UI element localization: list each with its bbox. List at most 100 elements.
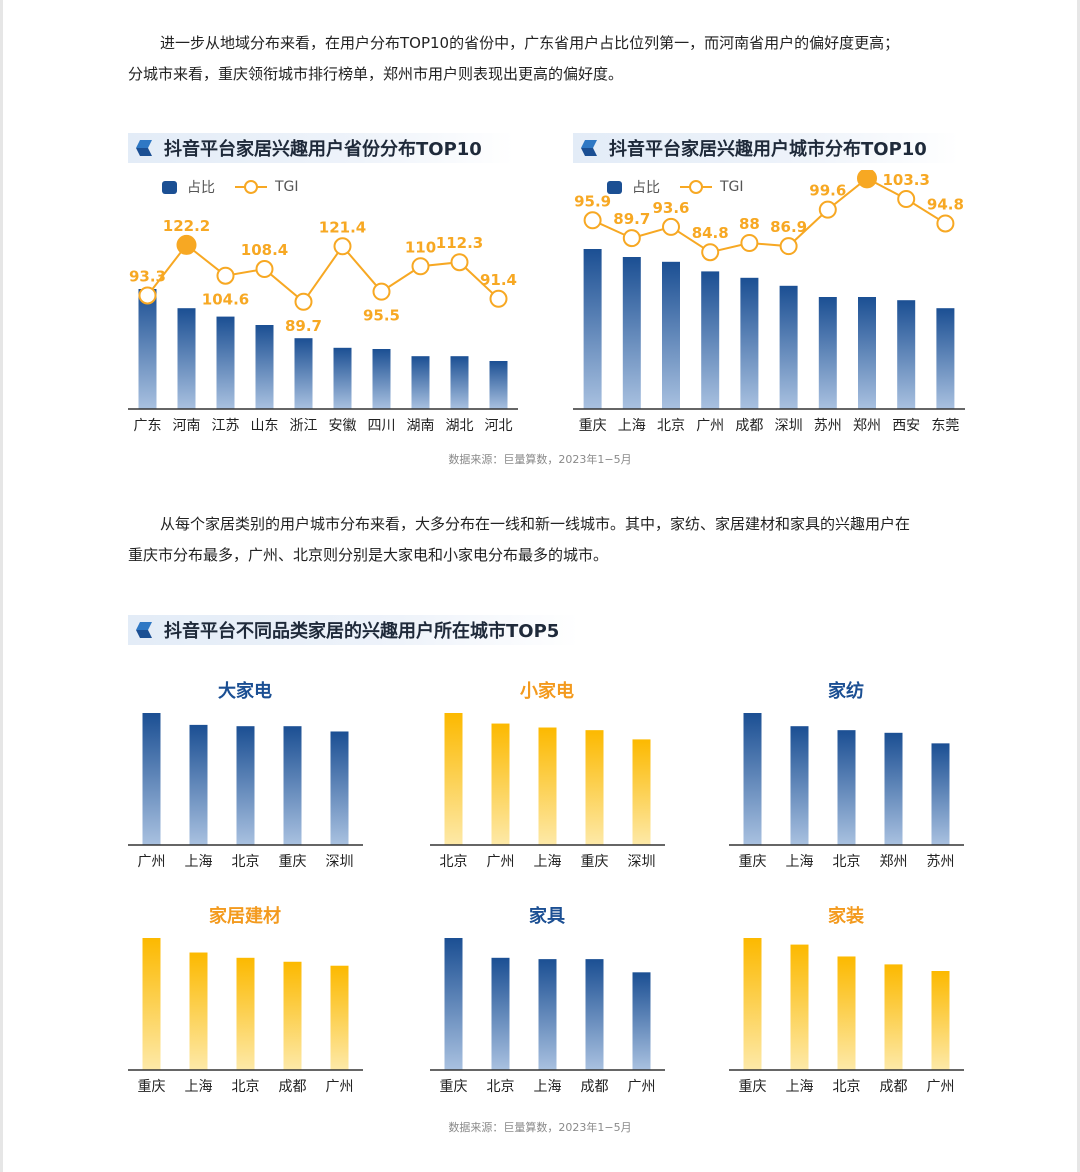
page-edge-left [0, 0, 3, 1172]
category-bar [931, 971, 950, 1070]
x-tick-label: 江苏 [212, 418, 240, 434]
category-bar [538, 959, 557, 1070]
tgi-value-label: 91.4 [480, 271, 517, 289]
tgi-point [294, 292, 313, 311]
tgi-point [583, 211, 602, 230]
x-tick-label: 四川 [368, 418, 396, 434]
x-tick-label: 湖北 [446, 418, 474, 434]
x-tick-label: 重庆 [581, 854, 609, 870]
tgi-value-label: 89.7 [285, 317, 322, 335]
legend-tgi-label: TGI [275, 179, 299, 195]
x-tick-label: 安徽 [329, 418, 357, 434]
x-tick-label: 上海 [618, 418, 646, 434]
tgi-value-label: 99.6 [809, 182, 846, 200]
share-bar [333, 347, 352, 409]
share-bar [489, 361, 508, 409]
heading-bullet-icon [581, 140, 597, 156]
category-bar [931, 743, 950, 845]
tgi-value-label: 95.5 [363, 307, 400, 325]
tgi-value-label: 112.3 [436, 234, 483, 252]
x-tick-label: 上海 [534, 1079, 562, 1095]
x-tick-label: 北京 [232, 1079, 260, 1095]
category-bar [538, 727, 557, 845]
category-bar [743, 938, 762, 1070]
tgi-point [622, 229, 641, 248]
tgi-value-label: 110 [405, 238, 436, 256]
tgi-value-label: 86.9 [770, 218, 807, 236]
x-tick-label: 广州 [927, 1079, 955, 1095]
tgi-value-label: 89.7 [613, 210, 650, 228]
category-bar [283, 961, 302, 1070]
tgi-value-label: 95.9 [574, 192, 611, 210]
city-distribution-chart: 重庆 上海 北京 广州 成都 深圳 苏州 郑州 西安 东莞 95.989.793.684.8 88 86… [573, 170, 965, 434]
x-tick-label: 重庆 [579, 418, 607, 434]
tgi-value-label: 121.4 [319, 218, 366, 236]
category-bar [884, 732, 903, 845]
category-title: 大家电 [218, 680, 272, 702]
data-source-note-2: 数据来源：巨量算数，2023年1−5月 [448, 1121, 632, 1134]
tgi-value-label: 104.6 [202, 291, 249, 309]
share-bar [818, 297, 837, 409]
x-tick-label: 重庆 [138, 1079, 166, 1095]
category-bar [189, 952, 208, 1070]
province-chart-heading: 抖音平台家居兴趣用户省份分布TOP10 [128, 133, 514, 163]
tgi-point [701, 243, 720, 262]
legend-tgi-marker-icon [235, 180, 267, 194]
x-tick-label: 广州 [487, 854, 515, 870]
city-chart-heading: 抖音平台家居兴趣用户城市分布TOP10 [573, 133, 959, 163]
legend-share-swatch [162, 180, 177, 194]
x-tick-label: 广州 [326, 1079, 354, 1095]
share-bar [138, 289, 157, 409]
x-tick-label: 深圳 [628, 854, 656, 870]
share-bar [701, 271, 720, 409]
x-tick-label: 郑州 [880, 854, 908, 870]
tgi-point [662, 217, 680, 236]
tgi-line [592, 177, 946, 254]
x-tick-label: 西安 [892, 418, 920, 434]
intro-line-2: 分城市来看，重庆领衔城市排行榜单，郑州市用户则表现出更高的偏好度。 [128, 65, 624, 83]
x-tick-label: 东莞 [931, 418, 959, 434]
share-bar [216, 316, 235, 409]
tgi-value-label: 84.8 [692, 224, 729, 242]
share-bar [177, 308, 196, 409]
category-paragraph: 从每个家居类别的用户城市分布来看，大多分布在一线和新一线城市。其中，家纺、家居建… [128, 509, 968, 571]
x-tick-label: 深圳 [326, 854, 354, 870]
x-tick-label: 上海 [185, 1079, 213, 1095]
tgi-point [936, 214, 955, 233]
x-tick-label: 郑州 [853, 418, 881, 434]
category-bar [743, 713, 762, 845]
x-tick-label: 上海 [786, 1079, 814, 1095]
tgi-point [255, 260, 274, 279]
tgi-point [818, 200, 837, 219]
category-line-1: 从每个家居类别的用户城市分布来看，大多分布在一线和新一线城市。其中，家纺、家居建… [160, 515, 911, 533]
category-bar [632, 972, 651, 1070]
tgi-value-label: 93.3 [129, 267, 166, 285]
category-bar [444, 713, 463, 845]
legend-share-label: 占比 [187, 180, 215, 196]
province-chart-legend: 占比 TGI [162, 177, 299, 197]
tgi-point [489, 289, 508, 308]
category-bar [189, 724, 208, 845]
tgi-point [779, 237, 798, 256]
category-bar [491, 957, 510, 1070]
x-tick-label: 成都 [735, 418, 763, 434]
category-title: 家纺 [828, 680, 864, 702]
category-bar [283, 726, 302, 845]
tgi-point [138, 286, 157, 305]
intro-line-1: 进一步从地域分布来看，在用户分布TOP10的省份中，广东省用户占比位列第一，而河… [160, 34, 900, 52]
share-bar [372, 349, 391, 409]
x-tick-label: 重庆 [739, 854, 767, 870]
category-title: 家具 [529, 905, 565, 927]
data-source-note: 数据来源：巨量算数，2023年1−5月 [448, 453, 632, 466]
x-tick-label: 广东 [134, 418, 162, 434]
tgi-line [146, 243, 500, 304]
share-bar [583, 249, 602, 409]
category-bar [585, 959, 604, 1070]
category-bar [585, 730, 604, 845]
tgi-point [450, 253, 469, 272]
share-bar [897, 300, 916, 409]
